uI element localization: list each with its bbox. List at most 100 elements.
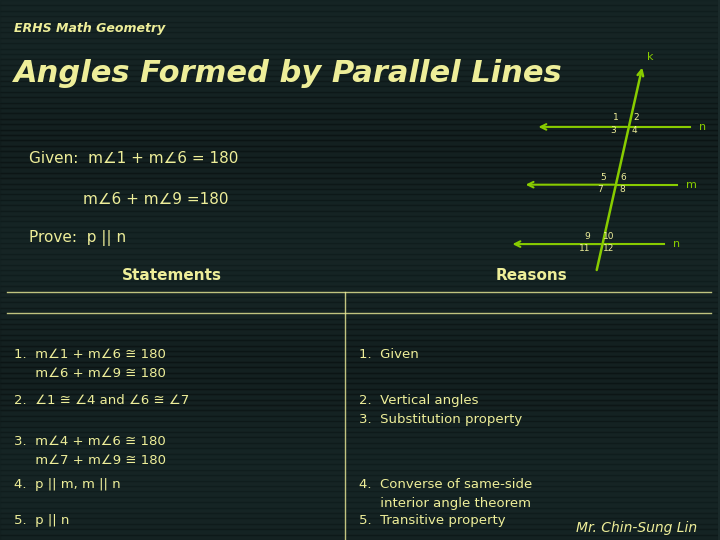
Bar	[0, 232, 719, 238]
Bar	[0, 281, 719, 286]
Bar	[0, 0, 719, 5]
Bar	[0, 475, 719, 481]
Bar	[0, 205, 719, 211]
Bar	[0, 297, 719, 302]
Text: m∠6 + m∠9 =180: m∠6 + m∠9 =180	[83, 192, 228, 207]
Text: k: k	[647, 51, 654, 62]
Bar	[0, 410, 719, 416]
Bar	[0, 513, 719, 518]
Text: 4.  Converse of same-side
     interior angle theorem: 4. Converse of same-side interior angle …	[359, 478, 532, 510]
Text: Given:  m∠1 + m∠6 = 180: Given: m∠1 + m∠6 = 180	[29, 151, 238, 166]
Bar	[0, 38, 719, 43]
Bar	[0, 243, 719, 248]
Bar	[0, 184, 719, 189]
Bar	[0, 146, 719, 151]
Text: 2: 2	[634, 113, 639, 122]
Bar	[0, 335, 719, 340]
Bar	[0, 216, 719, 221]
Bar	[0, 59, 719, 65]
Text: 11: 11	[579, 245, 590, 253]
Bar	[0, 356, 719, 362]
Bar	[0, 167, 719, 173]
Bar	[0, 265, 719, 270]
Bar	[0, 346, 719, 351]
Bar	[0, 383, 719, 389]
Bar	[0, 54, 719, 59]
Bar	[0, 443, 719, 448]
Bar	[0, 497, 719, 502]
Bar	[0, 227, 719, 232]
Bar	[0, 448, 719, 454]
Bar	[0, 81, 719, 86]
Bar	[0, 140, 719, 146]
Bar	[0, 416, 719, 421]
Text: 7: 7	[598, 185, 603, 193]
Bar	[0, 92, 719, 97]
Bar	[0, 178, 719, 184]
Bar	[0, 351, 719, 356]
Bar	[0, 464, 719, 470]
Bar	[0, 405, 719, 410]
Bar	[0, 189, 719, 194]
Text: 3: 3	[611, 126, 616, 134]
Bar	[0, 211, 719, 216]
Text: 2.  ∠1 ≅ ∠4 and ∠6 ≅ ∠7: 2. ∠1 ≅ ∠4 and ∠6 ≅ ∠7	[14, 394, 189, 407]
Text: 5: 5	[600, 173, 606, 181]
Bar	[0, 113, 719, 119]
Bar	[0, 427, 719, 432]
Bar	[0, 86, 719, 92]
Bar	[0, 481, 719, 486]
Bar	[0, 491, 719, 497]
Text: 5.  p || n: 5. p || n	[14, 514, 70, 527]
Bar	[0, 454, 719, 459]
Text: 4.  p || m, m || n: 4. p || m, m || n	[14, 478, 121, 491]
Bar	[0, 43, 719, 49]
Bar	[0, 16, 719, 22]
Bar	[0, 459, 719, 464]
Text: Angles Formed by Parallel Lines: Angles Formed by Parallel Lines	[14, 59, 563, 89]
Bar	[0, 254, 719, 259]
Bar	[0, 470, 719, 475]
Bar	[0, 32, 719, 38]
Text: ERHS Math Geometry: ERHS Math Geometry	[14, 22, 166, 35]
Bar	[0, 394, 719, 400]
Bar	[0, 194, 719, 200]
Bar	[0, 108, 719, 113]
Bar	[0, 324, 719, 329]
Bar	[0, 362, 719, 367]
Text: Prove:  p || n: Prove: p || n	[29, 230, 126, 246]
Bar	[0, 502, 719, 508]
Bar	[0, 302, 719, 308]
Text: 1: 1	[613, 113, 619, 122]
Bar	[0, 319, 719, 324]
Bar	[0, 373, 719, 378]
Bar	[0, 437, 719, 443]
Bar	[0, 157, 719, 162]
Text: m: m	[686, 180, 697, 190]
Bar	[0, 221, 719, 227]
Text: n: n	[698, 122, 706, 132]
Text: 4: 4	[632, 126, 638, 134]
Text: n: n	[672, 239, 680, 249]
Bar	[0, 103, 719, 108]
Text: 12: 12	[603, 245, 614, 253]
Text: 9: 9	[585, 232, 590, 241]
Bar	[0, 367, 719, 373]
Bar	[0, 238, 719, 243]
Text: Statements: Statements	[122, 268, 222, 284]
Bar	[0, 313, 719, 319]
Bar	[0, 486, 719, 491]
Bar	[0, 248, 719, 254]
Bar	[0, 432, 719, 437]
Bar	[0, 173, 719, 178]
Bar	[0, 400, 719, 405]
Bar	[0, 292, 719, 297]
Bar	[0, 11, 719, 16]
Bar	[0, 421, 719, 427]
Text: 6: 6	[621, 173, 626, 181]
Bar	[0, 162, 719, 167]
Text: 1.  m∠1 + m∠6 ≅ 180
     m∠6 + m∠9 ≅ 180: 1. m∠1 + m∠6 ≅ 180 m∠6 + m∠9 ≅ 180	[14, 348, 166, 380]
Text: 2.  Vertical angles
3.  Substitution property: 2. Vertical angles 3. Substitution prope…	[359, 394, 522, 426]
Bar	[0, 27, 719, 32]
Bar	[0, 65, 719, 70]
